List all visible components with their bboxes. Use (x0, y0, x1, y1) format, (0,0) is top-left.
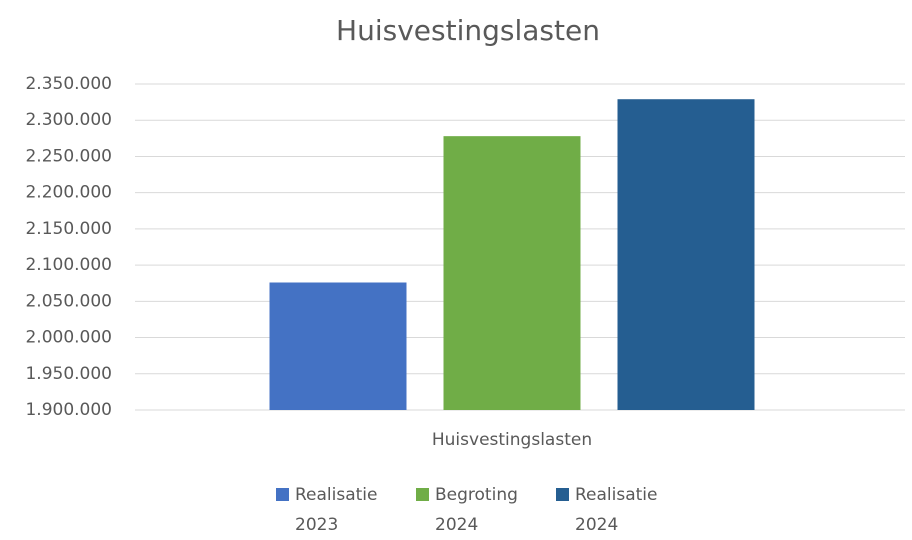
y-tick-label: 2.050.000 (25, 291, 112, 311)
y-tick-label: 2.350.000 (25, 74, 112, 94)
y-tick-label: 2.100.000 (25, 255, 112, 275)
legend: Realisatie 2023 Begroting 2024 Realisatie … (0, 480, 912, 535)
y-tick-label: 1.900.000 (25, 400, 112, 420)
legend-label: Realisatie 2024 (575, 485, 658, 535)
legend-item: Realisatie 2024 (556, 480, 675, 540)
legend-swatch (416, 488, 429, 501)
chart: Huisvestingslasten 1.900.000 1.950.000 2.0… (25, 14, 905, 450)
y-tick-label: 1.950.000 (25, 364, 112, 384)
legend-swatch (556, 488, 569, 501)
bar (269, 282, 407, 410)
bar (443, 136, 581, 410)
legend-swatch (276, 488, 289, 501)
bar (617, 99, 755, 411)
legend-label: Begroting 2024 (435, 485, 518, 535)
legend-item: Realisatie 2023 (276, 480, 395, 540)
y-tick-label: 2.150.000 (25, 219, 112, 239)
legend-label: Realisatie 2023 (295, 485, 378, 535)
y-tick-label: 2.000.000 (25, 328, 112, 348)
y-tick-label: 2.250.000 (25, 146, 112, 166)
y-tick-label: 2.300.000 (25, 110, 112, 130)
y-tick-label: 2.200.000 (25, 183, 112, 203)
x-tick-label: Huisvestingslasten (432, 430, 592, 450)
chart-title: Huisvestingslasten (336, 14, 600, 47)
legend-item: Begroting 2024 (416, 480, 535, 540)
